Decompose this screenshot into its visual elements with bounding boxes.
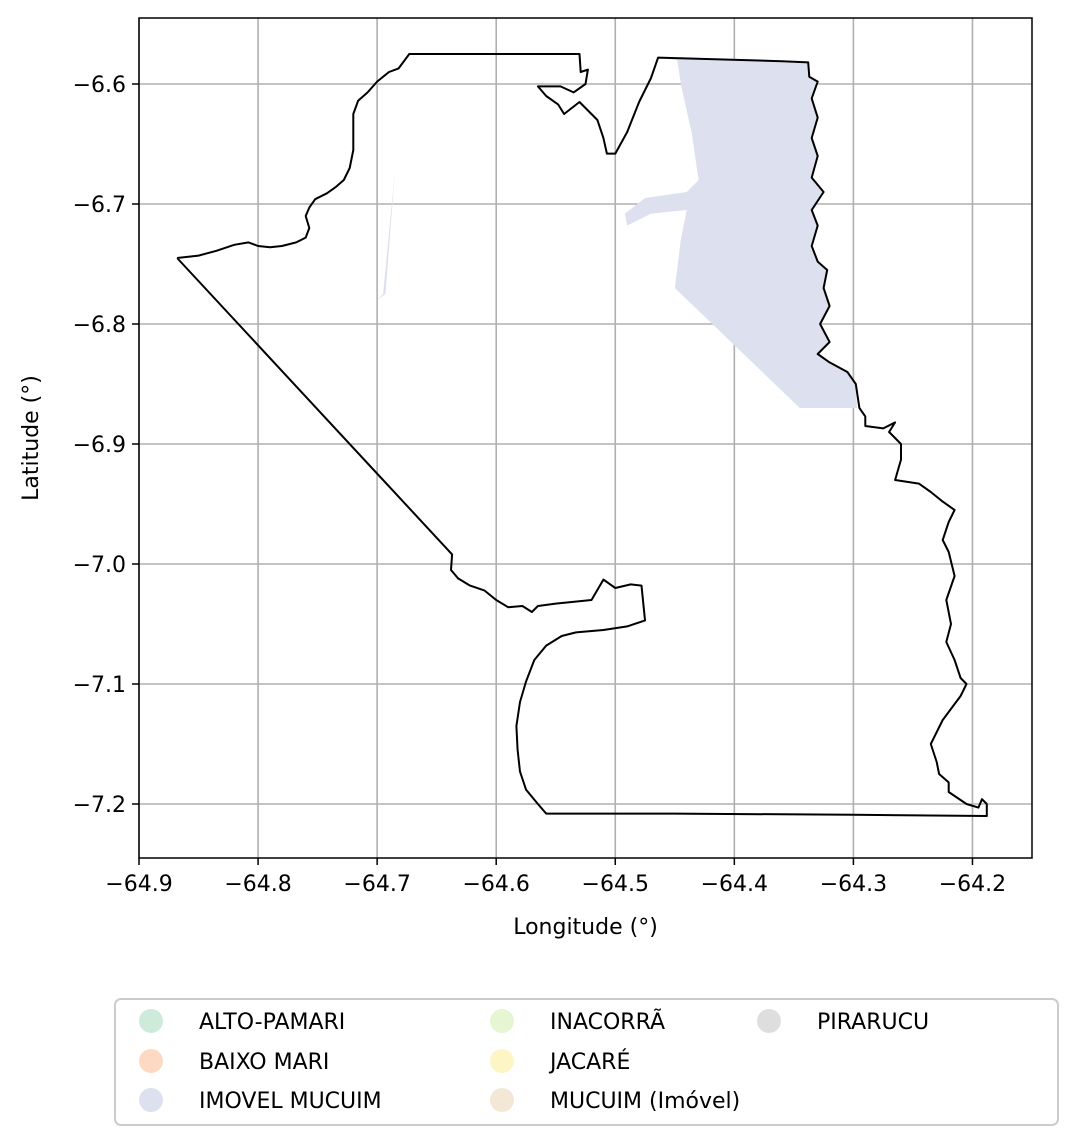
y-tick-label: −6.7	[73, 193, 126, 218]
y-tick-label: −6.8	[73, 313, 126, 338]
y-tick-label: −6.9	[73, 433, 126, 458]
legend-label: INACORRÃ	[550, 1008, 665, 1035]
legend-label: ALTO-PAMARI	[199, 1010, 345, 1035]
legend-label: JACARÉ	[548, 1049, 630, 1075]
legend-marker	[139, 1009, 163, 1033]
legend: ALTO-PAMARI BAIXO MARI IMOVEL MUCUIM INACOR…	[115, 999, 1058, 1125]
y-tick-label: −7.0	[73, 553, 126, 578]
legend-marker	[139, 1088, 163, 1112]
x-tick-label: −64.8	[224, 872, 291, 897]
y-tick-label: −7.1	[73, 673, 126, 698]
x-tick-label: −64.3	[820, 872, 887, 897]
legend-marker	[490, 1088, 514, 1112]
x-tick-label: −64.6	[462, 872, 529, 897]
x-tick-label: −64.7	[343, 872, 410, 897]
y-tick-label: −7.2	[73, 793, 126, 818]
y-axis-label: Latitude (°)	[19, 375, 44, 501]
legend-label: MUCUIM (Imóvel)	[550, 1089, 740, 1114]
x-tick-label: −64.5	[582, 872, 649, 897]
legend-marker	[139, 1049, 163, 1073]
legend-label: IMOVEL MUCUIM	[199, 1089, 382, 1114]
x-tick-label: −64.4	[701, 872, 768, 897]
legend-marker	[490, 1009, 514, 1033]
legend-label: BAIXO MARI	[199, 1050, 329, 1075]
y-tick-label: −6.6	[73, 73, 126, 98]
x-tick-label: −64.2	[939, 872, 1006, 897]
legend-label: PIRARUCU	[817, 1010, 929, 1035]
legend-marker	[757, 1009, 781, 1033]
x-tick-label: −64.9	[105, 872, 172, 897]
legend-marker	[490, 1049, 514, 1073]
x-axis-label: Longitude (°)	[513, 915, 658, 940]
